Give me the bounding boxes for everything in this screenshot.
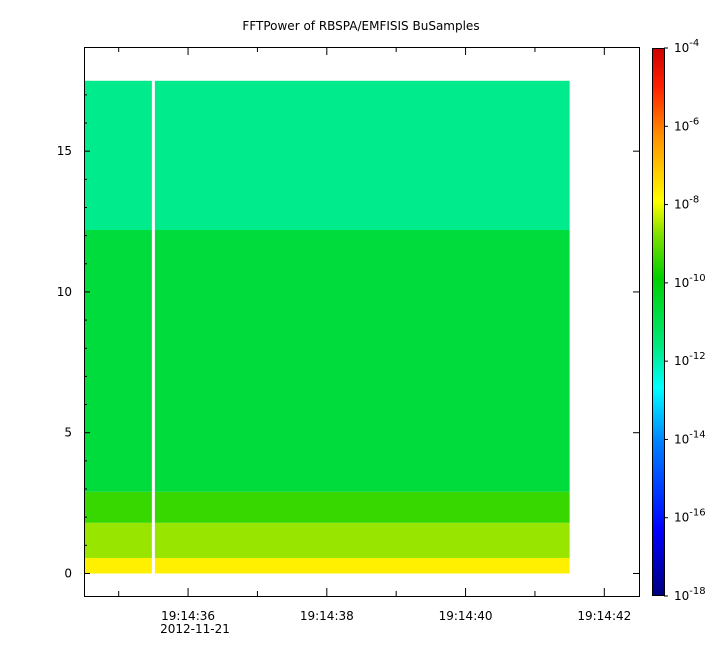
colorbar-tick-label: 10-10: [674, 273, 706, 290]
y-tick-label: 5: [64, 426, 72, 440]
colorbar: 10-18 10-16 10-14 10-12 10-10 10-8 10-6 10-4: [652, 38, 706, 603]
x-date-label: 2012-11-21: [160, 622, 230, 636]
data-gap: [151, 79, 155, 575]
y-tick-label: 15: [57, 144, 72, 158]
x-tick-label: 19:14:42: [577, 609, 631, 623]
y-tick-label: 10: [57, 285, 72, 299]
heatmap-band: [84, 491, 570, 523]
heatmap-band: [84, 557, 570, 574]
colorbar-gradient: [652, 48, 664, 596]
x-tick-label: 19:14:38: [300, 609, 354, 623]
x-tick-label: 19:14:40: [439, 609, 493, 623]
chart-title: FFTPower of RBSPA/EMFISIS BuSamples: [242, 19, 479, 33]
plot-frame: [84, 47, 640, 597]
colorbar-tick-label: 10-14: [674, 429, 706, 446]
y-axis: 0 5 10 15: [57, 94, 639, 580]
y-tick-label: 0: [64, 566, 72, 580]
colorbar-tick-label: 10-12: [674, 351, 706, 368]
heatmap-band: [84, 230, 570, 492]
colorbar-tick-label: 10-18: [674, 586, 706, 603]
colorbar-ticks: 10-18 10-16 10-14 10-12 10-10 10-8 10-6 10-4: [664, 38, 706, 603]
colorbar-tick-label: 10-8: [674, 195, 699, 212]
colorbar-tick-label: 10-4: [674, 38, 699, 55]
heatmap-band: [84, 522, 570, 558]
x-tick-label: 19:14:36: [161, 609, 215, 623]
heatmap-layer: [84, 79, 570, 575]
colorbar-tick-label: 10-6: [674, 116, 699, 133]
x-axis: 19:14:36 19:14:38 19:14:40 19:14:42: [118, 47, 631, 623]
colorbar-tick-label: 10-16: [674, 508, 706, 525]
heatmap-band: [84, 80, 570, 231]
colorbar-frame: [652, 48, 665, 596]
